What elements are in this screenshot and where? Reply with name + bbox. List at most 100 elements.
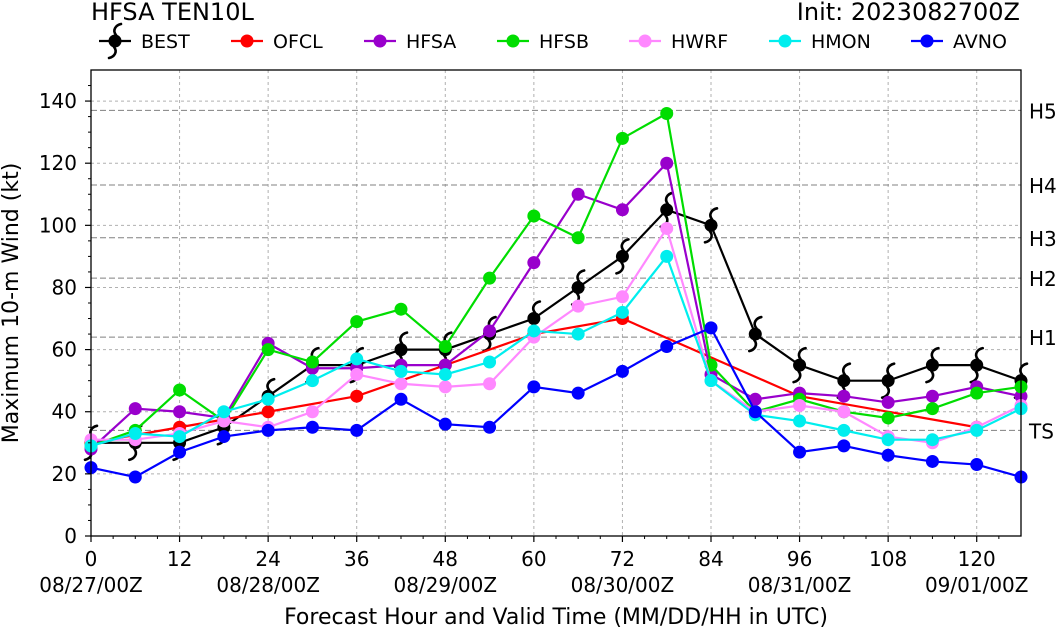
data-point [394, 392, 408, 406]
hurricane-arm-top [266, 377, 276, 392]
data-point [615, 131, 629, 145]
data-point [438, 358, 452, 372]
x-axis-label: Forecast Hour and Valid Time (MM/DD/HH i… [284, 605, 828, 630]
legend-item-hfsb: HFSB [497, 31, 589, 53]
data-point [615, 364, 629, 378]
data-point-hurricane [925, 346, 940, 384]
data-point [173, 383, 187, 397]
data-point [394, 302, 408, 316]
hurricane-center [837, 374, 851, 388]
hurricane-arm-bottom [703, 230, 713, 244]
x-tick-label: 72 [610, 547, 635, 571]
x-tick-label: 12 [167, 547, 192, 571]
hurricane-arm-top [974, 346, 985, 361]
hurricane-arm-top [841, 362, 852, 376]
x-date-label: 08/31/00Z [748, 573, 852, 597]
data-point [925, 433, 939, 447]
hurricane-arm-top [709, 207, 719, 221]
hurricane-arm-bottom [107, 45, 117, 60]
category-label: H1 [1029, 326, 1057, 350]
data-point [350, 315, 364, 329]
x-tick-label: 60 [521, 547, 546, 571]
data-point [615, 305, 629, 319]
data-point [837, 389, 851, 403]
data-point [261, 392, 275, 406]
series-line [90, 160, 1022, 450]
data-point-hurricane [969, 346, 985, 384]
legend-label: BEST [141, 31, 190, 53]
legend-label: HFSB [539, 31, 589, 53]
data-point [793, 445, 807, 459]
data-point [881, 395, 895, 409]
legend-item-avno: AVNO [911, 31, 1007, 53]
hurricane-arm-top [620, 238, 630, 252]
category-label: TS [1028, 419, 1054, 443]
legend-label: HWRF [671, 31, 728, 53]
y-tick-label: 20 [52, 462, 77, 486]
hurricane-center [704, 218, 718, 232]
data-point [438, 380, 452, 394]
legend-label: HFSA [406, 31, 456, 53]
data-point [261, 405, 275, 419]
series-line [90, 326, 1022, 479]
hurricane-arm-top [399, 331, 409, 345]
y-tick-label: 100 [39, 213, 77, 237]
legend-marker [373, 34, 387, 48]
hurricane-center [660, 203, 674, 217]
category-label: H2 [1029, 267, 1057, 291]
hurricane-center [748, 327, 762, 341]
legend-label: AVNO [953, 31, 1007, 53]
category-label: H5 [1029, 99, 1057, 123]
data-point [571, 299, 585, 313]
hurricane-arm-bottom [127, 447, 138, 462]
data-point [128, 426, 142, 440]
data-point [217, 430, 231, 444]
data-point [881, 448, 895, 462]
data-point [527, 324, 541, 338]
data-point [660, 106, 674, 120]
category-label: H3 [1029, 227, 1057, 251]
data-point [483, 271, 497, 285]
data-point-hurricane [659, 191, 675, 229]
data-point [173, 445, 187, 459]
y-axis-label: Maximum 10-m Wind (kt) [0, 163, 24, 444]
data-point [837, 439, 851, 453]
data-point [660, 339, 674, 353]
data-point [925, 402, 939, 416]
chart-title-left: HFSA TEN10L [91, 0, 254, 26]
data-point [305, 374, 319, 388]
data-point [793, 399, 807, 413]
data-point [615, 203, 629, 217]
axes: 0 12 24 36 48 60 72 84 96 108 120 08/27/00Z 08/28/00… [39, 85, 1029, 597]
x-tick-label: 108 [869, 547, 907, 571]
data-point [881, 411, 895, 425]
hurricane-center [793, 358, 807, 372]
data-point [483, 324, 497, 338]
data-point [128, 470, 142, 484]
data-point [571, 231, 585, 245]
legend-marker [506, 34, 520, 48]
data-point [438, 367, 452, 381]
legend: BEST OFCL HFSA HFSB HWRF HMON AVNO [99, 22, 1007, 60]
data-point [173, 430, 187, 444]
x-date-label: 08/30/00Z [571, 573, 675, 597]
hurricane-arm-top [531, 300, 542, 314]
data-point [704, 374, 718, 388]
data-point [173, 405, 187, 419]
hurricane-arm-top [753, 315, 763, 330]
x-tick-label: 84 [698, 547, 723, 571]
data-point [571, 187, 585, 201]
data-point [660, 249, 674, 263]
data-point [217, 414, 231, 428]
series-hmon [84, 249, 1028, 453]
series-line [91, 208, 1022, 444]
hurricane-arm-top [930, 346, 940, 361]
data-point [350, 423, 364, 437]
legend-label: OFCL [273, 31, 323, 53]
legend-item-hfsa: HFSA [364, 31, 456, 53]
data-point [483, 355, 497, 369]
data-point [483, 420, 497, 434]
x-date-label: 09/01/00Z [925, 573, 1029, 597]
data-point [128, 402, 142, 416]
hurricane-center [925, 358, 939, 372]
